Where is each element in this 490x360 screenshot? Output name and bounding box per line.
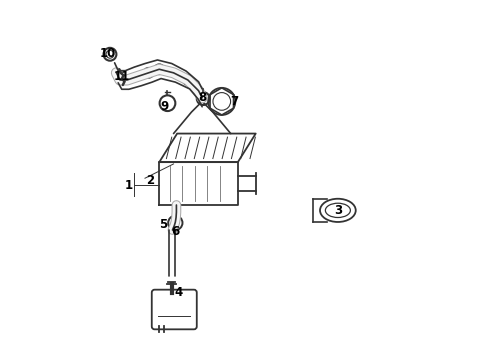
Text: 2: 2 [147,174,154,186]
Text: 1: 1 [125,179,133,192]
Text: 8: 8 [198,91,206,104]
FancyBboxPatch shape [152,290,197,329]
Text: 5: 5 [159,218,167,231]
Text: 9: 9 [161,100,169,113]
Text: 4: 4 [175,286,183,299]
Text: 6: 6 [171,225,179,238]
Text: 11: 11 [114,70,130,83]
Text: 7: 7 [230,95,238,108]
Text: 10: 10 [99,47,116,60]
Text: 3: 3 [334,204,342,217]
